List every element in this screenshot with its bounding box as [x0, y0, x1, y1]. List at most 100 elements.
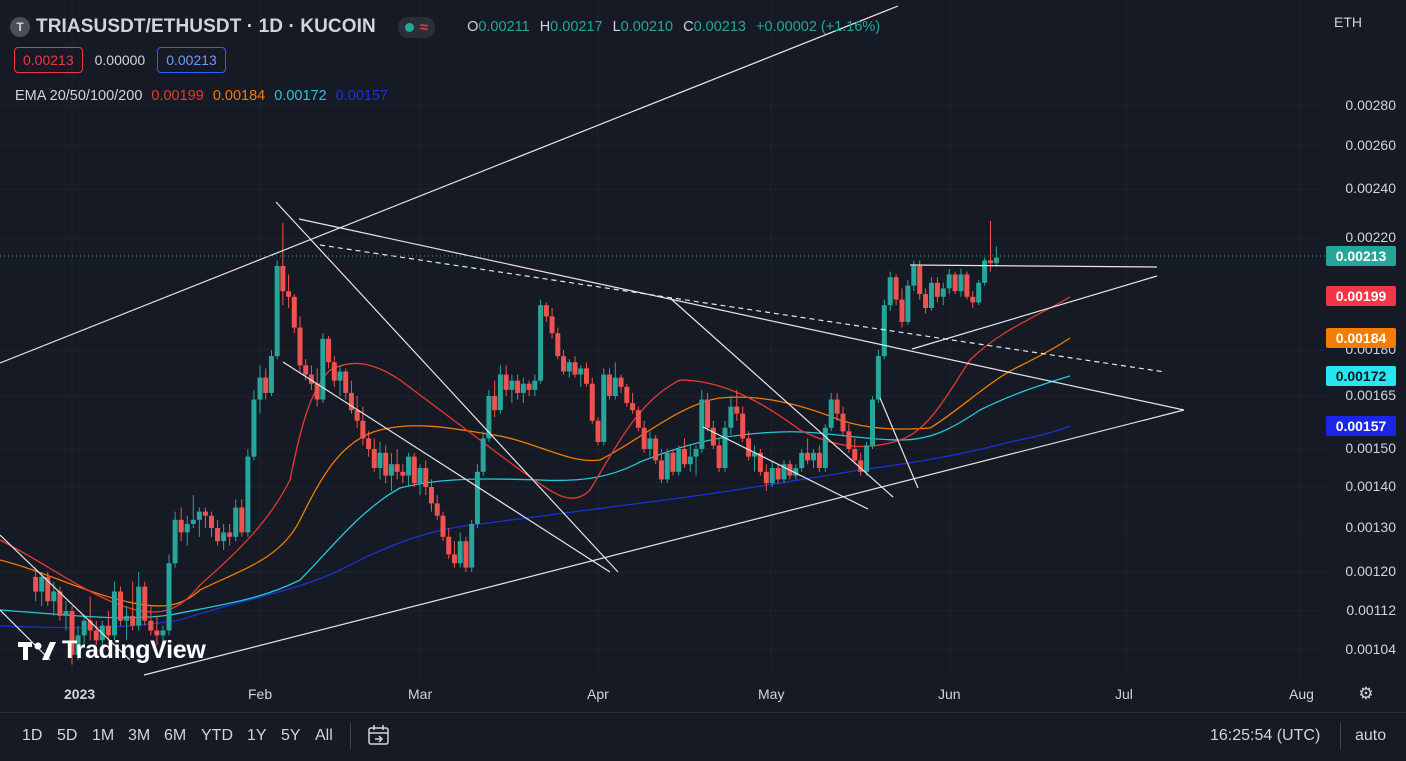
- trendline: [0, 5, 899, 364]
- candle-body: [184, 523, 190, 533]
- price-chart[interactable]: [0, 0, 1406, 712]
- candle-body: [446, 536, 452, 555]
- timeframe-button-5y[interactable]: 5Y: [281, 727, 301, 744]
- candle-body: [793, 468, 799, 476]
- candle-body: [400, 471, 406, 476]
- toolbar-divider: [1340, 723, 1341, 749]
- last-price-tag: 0.00213: [1326, 246, 1396, 266]
- candle-body: [828, 399, 834, 428]
- dashed-trendline: [319, 244, 1166, 373]
- gear-icon[interactable]: ⚙: [1358, 684, 1374, 703]
- candle-body: [383, 452, 389, 476]
- candle-body: [51, 591, 57, 602]
- time-tick-label: Aug: [1289, 686, 1314, 702]
- candle-body: [463, 541, 469, 568]
- candle-body: [239, 507, 245, 533]
- symbol-logo-icon: T: [10, 17, 30, 37]
- candle-body: [227, 532, 233, 537]
- ema-legend[interactable]: EMA 20/50/100/200 0.00199 0.00184 0.0017…: [15, 88, 388, 104]
- candle-body: [469, 523, 475, 568]
- candle-body: [423, 468, 429, 487]
- candle-body: [687, 456, 693, 465]
- candle-body: [520, 383, 526, 393]
- candle-body: [215, 528, 221, 542]
- candle-body: [630, 403, 636, 411]
- candle-body: [635, 410, 641, 428]
- candle-body: [595, 420, 601, 442]
- utc-clock[interactable]: 16:25:54 (UTC): [1210, 727, 1321, 744]
- candle-body: [105, 625, 111, 636]
- candle-body: [45, 576, 51, 602]
- candle-body: [734, 406, 740, 414]
- candle-body: [601, 374, 607, 442]
- candle-body: [988, 260, 993, 264]
- sell-button[interactable]: 0.00213: [14, 47, 83, 73]
- candle-body: [887, 277, 893, 306]
- high-label: H: [539, 19, 551, 35]
- candle-body: [263, 377, 269, 393]
- time-tick-label: 2023: [64, 686, 96, 702]
- calendar-range-icon[interactable]: [366, 723, 392, 749]
- watermark-text: TradingView: [62, 636, 206, 664]
- candle-body: [87, 620, 93, 631]
- trendline: [282, 361, 611, 573]
- candle-body: [343, 371, 349, 393]
- candle-body: [532, 380, 538, 390]
- ema-lines: [0, 296, 1071, 629]
- candle-body: [457, 541, 463, 564]
- candle-body: [923, 294, 929, 308]
- candle-body: [958, 274, 964, 292]
- candle-body: [154, 630, 160, 636]
- candle-body: [549, 316, 555, 334]
- candle-body: [658, 460, 664, 480]
- candle-body: [822, 427, 828, 468]
- candle-body: [641, 427, 647, 449]
- candle-body: [538, 305, 544, 381]
- timeframe-button-3m[interactable]: 3M: [128, 727, 151, 744]
- auto-scale-toggle[interactable]: auto: [1355, 727, 1387, 744]
- candle-body: [411, 456, 417, 484]
- price-tick-label: 0.00240: [1345, 180, 1396, 196]
- candle-body: [805, 452, 811, 461]
- ema200-value: 0.00157: [335, 88, 389, 104]
- trendline: [879, 397, 919, 489]
- buy-button[interactable]: 0.00213: [157, 47, 226, 73]
- candle-body: [314, 383, 320, 400]
- timeframe-button-5d[interactable]: 5D: [57, 727, 78, 744]
- candle-body: [75, 635, 81, 655]
- price-tick-label: 0.00130: [1345, 519, 1396, 535]
- close-label: C: [683, 19, 694, 35]
- timeframe-button-6m[interactable]: 6M: [164, 727, 187, 744]
- candle-body: [190, 519, 196, 524]
- candle-body: [331, 362, 337, 381]
- candle-body: [982, 260, 988, 283]
- timeframe-button-all[interactable]: All: [315, 727, 333, 744]
- timeframe-button-1m[interactable]: 1M: [92, 727, 115, 744]
- candle-body: [834, 399, 840, 414]
- candle-body: [503, 374, 509, 390]
- indicator-status-pill[interactable]: ≈: [397, 16, 436, 38]
- currency-label: ETH: [1334, 14, 1362, 30]
- buy-sell-quote: 0.00213 0.00000 0.00213: [14, 47, 226, 73]
- candle-body: [775, 468, 781, 480]
- candle-body: [39, 576, 45, 592]
- candle-body: [740, 413, 746, 439]
- candle-body: [940, 288, 946, 297]
- timeframe-button-ytd[interactable]: YTD: [201, 727, 233, 744]
- ema100-line: [0, 375, 1071, 619]
- candle-body: [624, 386, 630, 404]
- trendline: [275, 201, 619, 573]
- market-open-dot-icon: [404, 22, 414, 32]
- candle-body: [497, 374, 503, 411]
- candle-body: [561, 356, 567, 372]
- symbol-title[interactable]: TRIASUSDT/ETHUSDT · 1D · KUCOIN: [36, 16, 376, 37]
- timeframe-button-1y[interactable]: 1Y: [247, 727, 267, 744]
- timeframe-button-1d[interactable]: 1D: [22, 727, 43, 744]
- candle-body: [722, 427, 728, 468]
- candle-body: [682, 449, 687, 465]
- candle-body: [584, 368, 590, 384]
- open-value: 0.00211: [478, 19, 530, 35]
- candle-body: [934, 282, 940, 297]
- candle-body: [555, 333, 561, 357]
- price-tick-label: 0.00165: [1345, 387, 1396, 403]
